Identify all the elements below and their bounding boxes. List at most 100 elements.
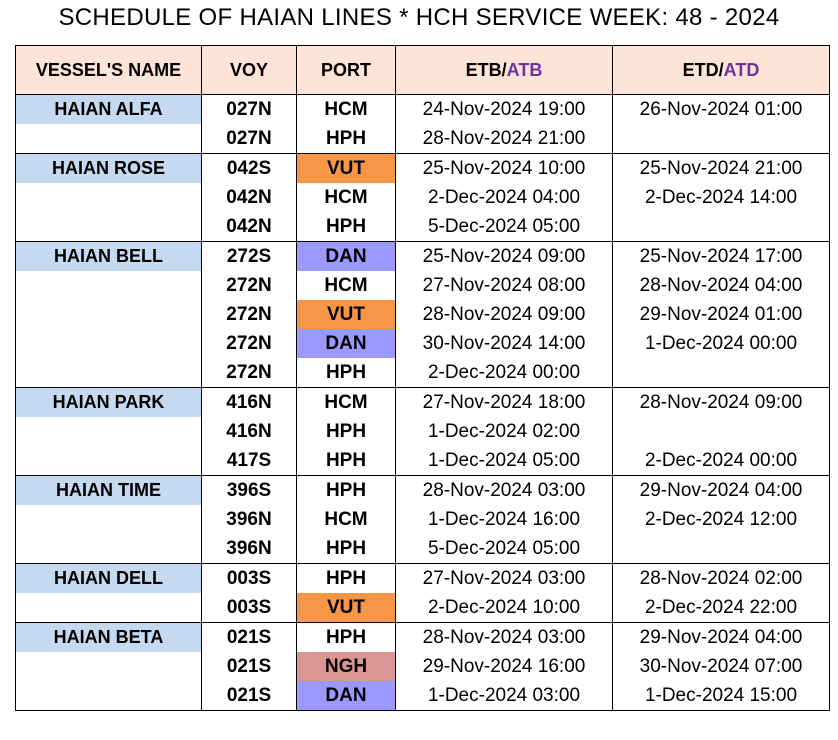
port-cell: HPH: [296, 124, 396, 154]
port-cell: HPH: [296, 534, 396, 564]
etb-cell: 5-Dec-2024 05:00: [395, 534, 613, 564]
voyage-cell: 042S: [201, 153, 297, 183]
etb-cell: 25-Nov-2024 10:00: [395, 153, 613, 183]
voyage-cell: 396N: [201, 534, 297, 564]
vessel-name-cell: HAIAN ROSE: [15, 153, 202, 183]
etd-cell: 2-Dec-2024 12:00: [612, 505, 830, 534]
port-cell: DAN: [296, 681, 396, 711]
port-cell: HPH: [296, 622, 396, 652]
etd-cell: 30-Nov-2024 07:00: [612, 652, 830, 681]
voyage-cell: 416N: [201, 387, 297, 417]
etd-cell: 29-Nov-2024 04:00: [612, 475, 830, 505]
voyage-cell: 272S: [201, 241, 297, 271]
etb-cell: 1-Dec-2024 16:00: [395, 505, 613, 534]
vessel-name-cell: [15, 534, 202, 564]
port-cell: HPH: [296, 417, 396, 446]
vessel-name-cell: [15, 446, 202, 476]
vessel-name-cell: HAIAN PARK: [15, 387, 202, 417]
schedule-table: VESSEL'S NAME VOY PORT ETB/ATB ETD/ATD H…: [15, 45, 830, 711]
etb-cell: 28-Nov-2024 21:00: [395, 124, 613, 154]
header-etb: ETB/: [465, 59, 507, 80]
port-cell: HCM: [296, 505, 396, 534]
etd-cell: 2-Dec-2024 22:00: [612, 593, 830, 623]
table-row: HAIAN BETA 021S HPH 28-Nov-2024 03:00 29-Nov…: [15, 622, 830, 652]
table-row: 396N HCM 1-Dec-2024 16:00 2-Dec-2024 12:00: [15, 505, 830, 534]
port-cell: DAN: [296, 241, 396, 271]
table-row: HAIAN ALFA 027N HCM 24-Nov-2024 19:00 26-Nov…: [15, 94, 830, 124]
table-row: HAIAN DELL 003S HPH 27-Nov-2024 03:00 28-Nov…: [15, 563, 830, 593]
etb-cell: 2-Dec-2024 10:00: [395, 593, 613, 623]
table-row: HAIAN TIME 396S HPH 28-Nov-2024 03:00 29-Nov…: [15, 475, 830, 505]
etb-cell: 28-Nov-2024 09:00: [395, 300, 613, 329]
table-row: HAIAN PARK 416N HCM 27-Nov-2024 18:00 28-Nov…: [15, 387, 830, 417]
voyage-cell: 003S: [201, 563, 297, 593]
etd-cell: [612, 534, 830, 564]
table-row: 003S VUT 2-Dec-2024 10:00 2-Dec-2024 22:00: [15, 593, 830, 623]
table-row: HAIAN ROSE 042S VUT 25-Nov-2024 10:00 25-Nov…: [15, 153, 830, 183]
etb-cell: 1-Dec-2024 03:00: [395, 681, 613, 711]
etb-cell: 28-Nov-2024 03:00: [395, 475, 613, 505]
table-row: HAIAN BELL 272S DAN 25-Nov-2024 09:00 25-Nov…: [15, 241, 830, 271]
etb-cell: 25-Nov-2024 09:00: [395, 241, 613, 271]
etd-cell: 29-Nov-2024 04:00: [612, 622, 830, 652]
port-cell: HPH: [296, 563, 396, 593]
header-atd: ATD: [723, 59, 760, 80]
vessel-name-cell: HAIAN BELL: [15, 241, 202, 271]
vessel-name-cell: [15, 358, 202, 388]
etd-cell: 28-Nov-2024 02:00: [612, 563, 830, 593]
etb-cell: 27-Nov-2024 03:00: [395, 563, 613, 593]
port-cell: HCM: [296, 94, 396, 124]
voyage-cell: 272N: [201, 329, 297, 358]
voyage-cell: 021S: [201, 681, 297, 711]
voyage-cell: 396N: [201, 505, 297, 534]
vessel-name-cell: [15, 417, 202, 446]
table-row: 396N HPH 5-Dec-2024 05:00: [15, 534, 830, 564]
header-etd: ETD/: [682, 59, 724, 80]
voyage-cell: 396S: [201, 475, 297, 505]
etd-cell: [612, 358, 830, 388]
table-row: 021S NGH 29-Nov-2024 16:00 30-Nov-2024 07:0…: [15, 652, 830, 681]
port-cell: NGH: [296, 652, 396, 681]
vessel-name-cell: HAIAN DELL: [15, 563, 202, 593]
etd-cell: 28-Nov-2024 04:00: [612, 271, 830, 300]
port-cell: VUT: [296, 300, 396, 329]
etd-cell: 2-Dec-2024 00:00: [612, 446, 830, 476]
etb-cell: 1-Dec-2024 05:00: [395, 446, 613, 476]
header-etd-atd: ETD/ATD: [612, 45, 830, 95]
etd-cell: 2-Dec-2024 14:00: [612, 183, 830, 212]
header-etb-atb: ETB/ATB: [395, 45, 613, 95]
voyage-cell: 272N: [201, 271, 297, 300]
etd-cell: 1-Dec-2024 00:00: [612, 329, 830, 358]
voyage-cell: 021S: [201, 622, 297, 652]
vessel-name-cell: [15, 593, 202, 623]
port-cell: HPH: [296, 475, 396, 505]
header-vessel: VESSEL'S NAME: [15, 45, 202, 95]
port-cell: HCM: [296, 387, 396, 417]
port-cell: VUT: [296, 593, 396, 623]
port-cell: HPH: [296, 446, 396, 476]
etb-cell: 27-Nov-2024 18:00: [395, 387, 613, 417]
port-cell: HCM: [296, 271, 396, 300]
page-title: SCHEDULE OF HAIAN LINES * HCH SERVICE WE…: [58, 4, 780, 31]
etd-cell: 1-Dec-2024 15:00: [612, 681, 830, 711]
etd-cell: 25-Nov-2024 17:00: [612, 241, 830, 271]
voyage-cell: 272N: [201, 300, 297, 329]
vessel-name-cell: [15, 271, 202, 300]
vessel-name-cell: HAIAN BETA: [15, 622, 202, 652]
voyage-cell: 027N: [201, 124, 297, 154]
header-voy: VOY: [201, 45, 297, 95]
etb-cell: 28-Nov-2024 03:00: [395, 622, 613, 652]
etd-cell: [612, 124, 830, 154]
port-cell: HCM: [296, 183, 396, 212]
table-row: 021S DAN 1-Dec-2024 03:00 1-Dec-2024 15:00: [15, 681, 830, 711]
etd-cell: 25-Nov-2024 21:00: [612, 153, 830, 183]
etb-cell: 2-Dec-2024 00:00: [395, 358, 613, 388]
etb-cell: 27-Nov-2024 08:00: [395, 271, 613, 300]
etd-cell: 29-Nov-2024 01:00: [612, 300, 830, 329]
etd-cell: [612, 212, 830, 242]
vessel-name-cell: [15, 505, 202, 534]
schedule-body: HAIAN ALFA 027N HCM 24-Nov-2024 19:00 26-Nov…: [15, 94, 830, 711]
etb-cell: 24-Nov-2024 19:00: [395, 94, 613, 124]
voyage-cell: 416N: [201, 417, 297, 446]
vessel-name-cell: [15, 212, 202, 242]
